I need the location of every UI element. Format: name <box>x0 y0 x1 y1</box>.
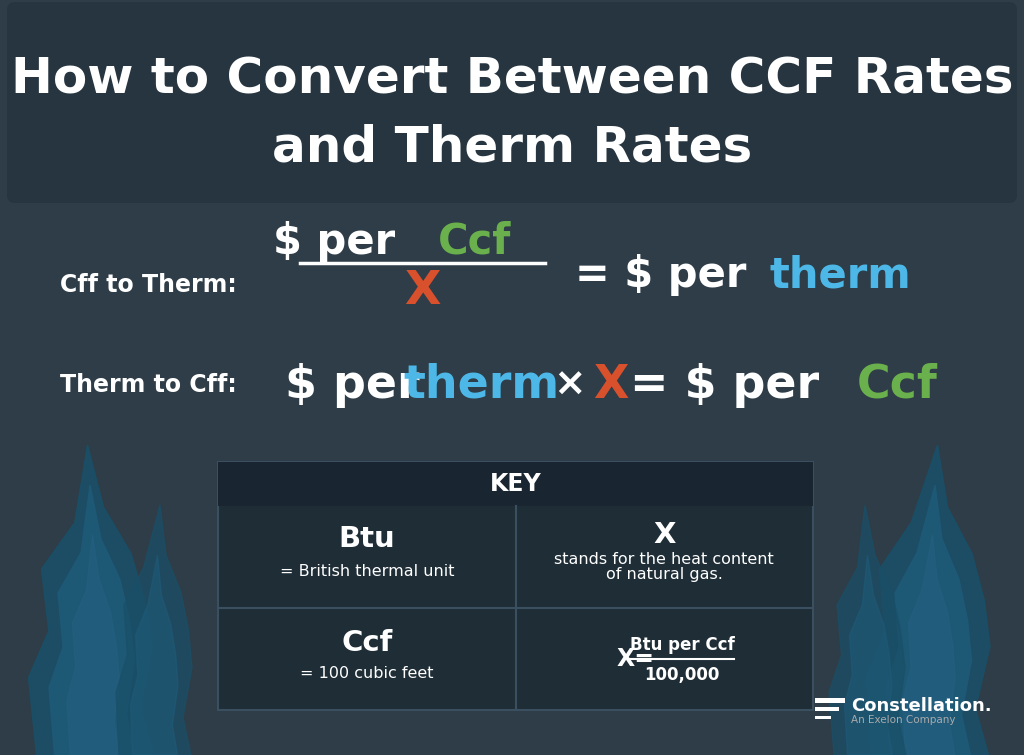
Text: X: X <box>593 362 629 408</box>
Polygon shape <box>886 485 972 755</box>
Text: ×: × <box>553 366 586 404</box>
Text: $ per: $ per <box>285 362 435 408</box>
Bar <box>0 200 1024 450</box>
Bar <box>218 462 813 506</box>
Text: = 100 cubic feet: = 100 cubic feet <box>300 665 433 680</box>
Polygon shape <box>829 505 906 755</box>
Text: = $ per: = $ per <box>575 254 761 296</box>
FancyBboxPatch shape <box>218 462 813 710</box>
Text: therm: therm <box>769 254 910 296</box>
FancyBboxPatch shape <box>7 2 1017 203</box>
Bar <box>815 716 831 719</box>
Polygon shape <box>29 445 154 755</box>
Text: X: X <box>403 270 440 315</box>
Text: of natural gas.: of natural gas. <box>606 568 723 583</box>
Text: = $ per: = $ per <box>630 362 836 408</box>
Text: An Exelon Company: An Exelon Company <box>851 715 955 725</box>
Text: Ccf: Ccf <box>438 221 512 263</box>
Text: X: X <box>653 521 676 549</box>
Text: and Therm Rates: and Therm Rates <box>272 124 752 172</box>
Text: stands for the heat content: stands for the heat content <box>554 551 774 566</box>
Text: therm: therm <box>403 362 559 408</box>
Polygon shape <box>116 505 193 755</box>
Text: Btu: Btu <box>338 525 395 553</box>
Text: Ccf: Ccf <box>857 362 938 408</box>
Bar <box>815 698 845 703</box>
Text: Constellation.: Constellation. <box>851 697 991 715</box>
Text: Therm to Cff:: Therm to Cff: <box>60 373 237 397</box>
Polygon shape <box>67 535 120 755</box>
Text: X=: X= <box>616 647 654 671</box>
Polygon shape <box>866 445 990 755</box>
Bar <box>815 707 839 711</box>
Text: Ccf: Ccf <box>341 629 392 657</box>
Polygon shape <box>845 555 893 755</box>
Text: = British thermal unit: = British thermal unit <box>280 563 454 578</box>
Text: Cff to Therm:: Cff to Therm: <box>60 273 237 297</box>
Polygon shape <box>903 535 955 755</box>
Text: $ per: $ per <box>273 221 410 263</box>
Polygon shape <box>49 485 135 755</box>
Text: KEY: KEY <box>489 472 542 496</box>
Text: Btu per Ccf: Btu per Ccf <box>630 636 734 654</box>
Polygon shape <box>130 555 178 755</box>
Text: 100,000: 100,000 <box>644 666 720 684</box>
Text: How to Convert Between CCF Rates: How to Convert Between CCF Rates <box>10 56 1014 104</box>
